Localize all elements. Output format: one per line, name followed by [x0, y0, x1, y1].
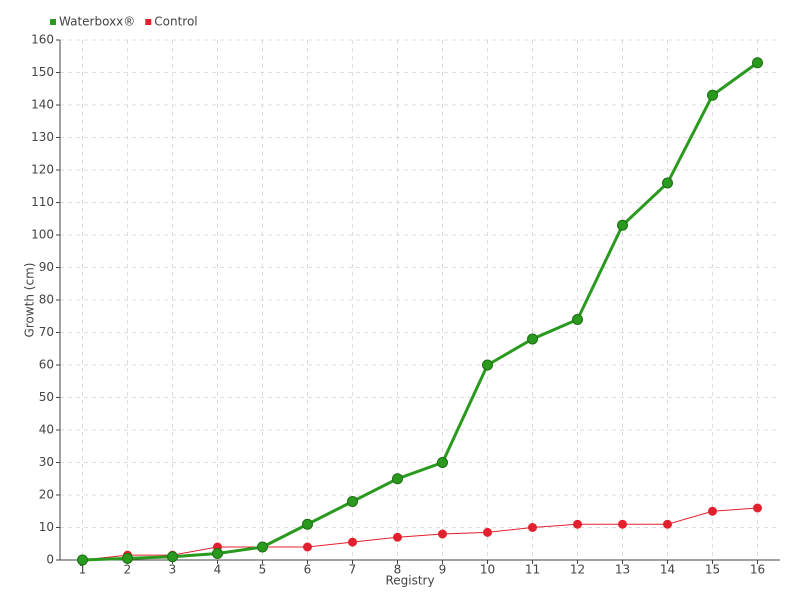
point: [303, 542, 312, 552]
y-tick-label: 70: [39, 325, 54, 339]
x-tick-label: 1: [79, 563, 87, 577]
point: [617, 219, 628, 231]
y-tick-label: 150: [31, 65, 54, 79]
y-tick-label: 10: [39, 520, 54, 534]
point: [527, 333, 538, 345]
point: [122, 552, 133, 564]
x-axis-label: Registry: [385, 574, 434, 588]
point: [708, 506, 717, 516]
x-tick-label: 11: [525, 563, 540, 577]
point: [437, 457, 448, 468]
x-tick-label: 13: [615, 563, 630, 577]
point: [392, 473, 403, 485]
y-tick-label: 140: [31, 98, 54, 112]
point: [528, 523, 537, 532]
y-tick-label: 100: [31, 228, 54, 242]
point: [347, 496, 358, 507]
y-tick-label: 160: [31, 33, 54, 47]
y-tick-label: 130: [31, 130, 54, 144]
y-tick-label: 80: [39, 293, 54, 307]
x-tick-label: 15: [705, 563, 720, 577]
point: [167, 551, 178, 563]
point: [573, 519, 582, 529]
y-tick-label: 60: [39, 358, 54, 372]
point: [663, 519, 672, 529]
point: [752, 57, 763, 69]
point: [302, 518, 313, 530]
legend-label: Control: [154, 15, 197, 29]
point: [753, 503, 762, 513]
legend-swatch: [145, 19, 152, 25]
y-tick-label: 110: [31, 195, 54, 209]
y-tick-label: 90: [39, 260, 54, 274]
series-line: [82, 61, 759, 562]
legend-label: Waterboxx®: [59, 15, 135, 29]
point: [618, 519, 627, 529]
y-tick-label: 0: [46, 553, 54, 567]
point: [212, 548, 223, 559]
point: [438, 529, 447, 539]
legend-swatch: [50, 19, 56, 25]
y-tick-label: 20: [39, 488, 54, 502]
point: [572, 314, 583, 325]
x-tick-label: 9: [439, 563, 447, 577]
y-tick-label: 30: [39, 455, 54, 469]
x-tick-label: 3: [169, 563, 177, 577]
x-tick-label: 10: [480, 563, 495, 577]
x-tick-label: 7: [349, 563, 357, 577]
x-tick-label: 14: [660, 563, 675, 577]
y-tick-label: 40: [39, 423, 54, 437]
x-tick-label: 8: [394, 563, 402, 577]
x-tick-label: 2: [124, 563, 132, 577]
point: [393, 532, 402, 542]
point: [707, 89, 718, 101]
x-tick-label: 16: [750, 563, 765, 577]
x-tick-label: 6: [304, 563, 312, 577]
y-axis-label: Growth (cm): [23, 263, 37, 338]
x-tick-label: 12: [570, 563, 585, 577]
x-tick-label: 4: [214, 563, 222, 577]
point: [257, 541, 268, 553]
point: [77, 554, 88, 566]
point: [482, 359, 493, 371]
point: [483, 527, 492, 537]
y-tick-label: 120: [31, 163, 54, 177]
point: [348, 537, 357, 547]
x-tick-label: 5: [259, 563, 267, 577]
point: [662, 177, 673, 189]
series-line: [82, 507, 758, 561]
y-tick-label: 50: [39, 390, 54, 404]
